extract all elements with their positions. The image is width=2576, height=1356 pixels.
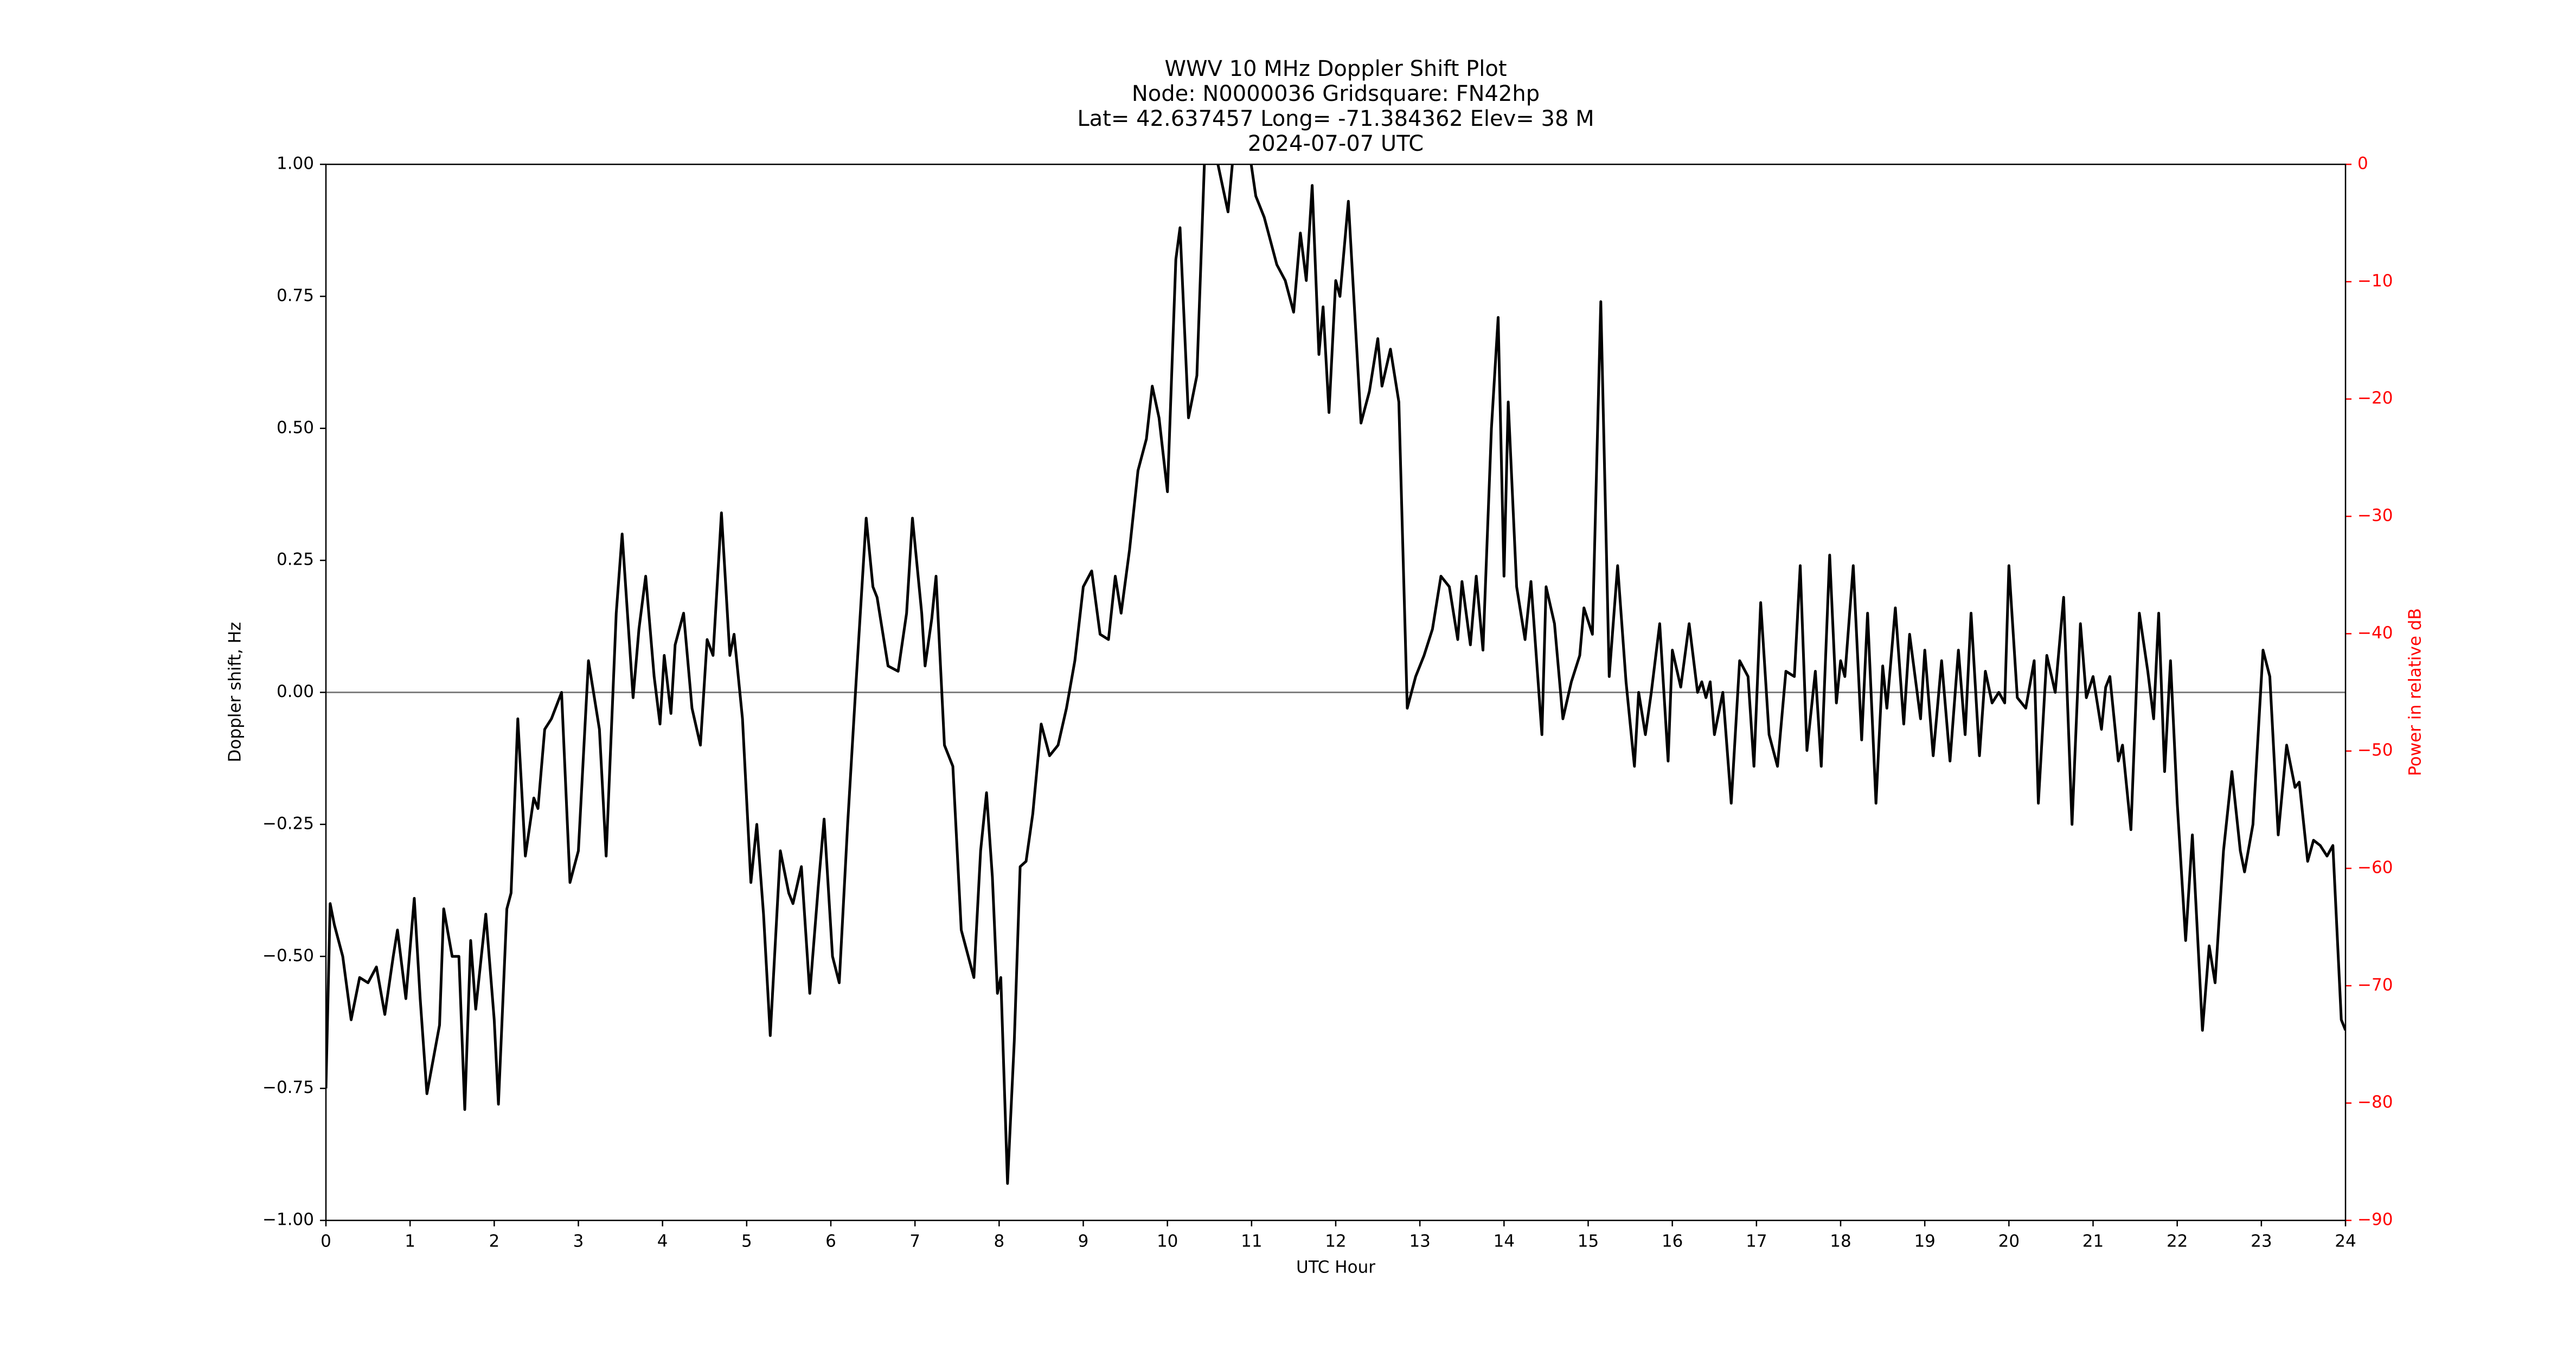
- x-tick-label: 1: [405, 1232, 415, 1251]
- x-tick-label: 0: [321, 1232, 331, 1251]
- x-tick-label: 6: [825, 1232, 836, 1251]
- plot-frame: [325, 163, 2347, 1221]
- y-tick-label: 1.00: [277, 154, 314, 174]
- x-tick-label: 9: [1078, 1232, 1089, 1251]
- y-tick-label: 0.25: [277, 550, 314, 570]
- x-tick-label: 15: [1578, 1232, 1599, 1251]
- chart-subtitle: Node: N0000036 Gridsquare: FN42hp: [1132, 81, 1540, 106]
- y-tick-label: 0.75: [277, 286, 314, 305]
- y2-tick-label: −70: [2357, 975, 2393, 995]
- data-line: [326, 164, 2346, 1185]
- x-tick-label: 13: [1409, 1232, 1430, 1251]
- x-tick-label: 19: [1914, 1232, 1935, 1251]
- x-tick-label: 10: [1157, 1232, 1178, 1251]
- x-tick-label: 22: [2167, 1232, 2188, 1251]
- x-tick-label: 16: [1662, 1232, 1683, 1251]
- chart-subtitle: Lat= 42.637457 Long= -71.384362 Elev= 38…: [1077, 106, 1594, 131]
- y-tick-label: −1.00: [262, 1210, 314, 1230]
- x-tick-label: 11: [1241, 1232, 1262, 1251]
- chart-title: WWV 10 MHz Doppler Shift Plot: [1164, 56, 1507, 81]
- x-tick-label: 12: [1325, 1232, 1346, 1251]
- y-axis-label: Doppler shift, Hz: [226, 622, 245, 763]
- y2-tick-label: −50: [2357, 740, 2393, 760]
- y2-tick-label: −40: [2357, 623, 2393, 643]
- y2-tick-label: 0: [2357, 154, 2368, 174]
- y-tick-label: −0.75: [262, 1078, 314, 1097]
- x-axis-label: UTC Hour: [1296, 1258, 1375, 1277]
- x-tick-label: 21: [2082, 1232, 2104, 1251]
- y-tick-label: 0.00: [277, 682, 314, 701]
- y2-axis-label: Power in relative dB: [2406, 608, 2425, 776]
- x-tick-label: 5: [741, 1232, 752, 1251]
- y-tick-label: 0.50: [277, 418, 314, 437]
- x-tick-label: 3: [573, 1232, 584, 1251]
- y2-tick-label: −20: [2357, 388, 2393, 408]
- x-tick-label: 24: [2335, 1232, 2356, 1251]
- x-tick-label: 7: [909, 1232, 920, 1251]
- x-tick-label: 18: [1830, 1232, 1851, 1251]
- y2-tick-label: −60: [2357, 858, 2393, 878]
- y2-tick-label: −30: [2357, 506, 2393, 526]
- y-tick-label: −0.25: [262, 814, 314, 833]
- y2-tick-label: −80: [2357, 1092, 2393, 1112]
- y2-tick-label: −10: [2357, 271, 2393, 291]
- x-tick-label: 14: [1494, 1232, 1515, 1251]
- x-tick-label: 23: [2251, 1232, 2272, 1251]
- y2-tick-label: −90: [2357, 1210, 2393, 1230]
- x-tick-label: 20: [1998, 1232, 2020, 1251]
- x-tick-label: 8: [994, 1232, 1004, 1251]
- x-tick-label: 2: [489, 1232, 499, 1251]
- y-tick-label: −0.50: [262, 946, 314, 965]
- x-tick-label: 17: [1746, 1232, 1767, 1251]
- x-tick-label: 4: [657, 1232, 668, 1251]
- chart-subtitle: 2024-07-07 UTC: [1248, 131, 1424, 156]
